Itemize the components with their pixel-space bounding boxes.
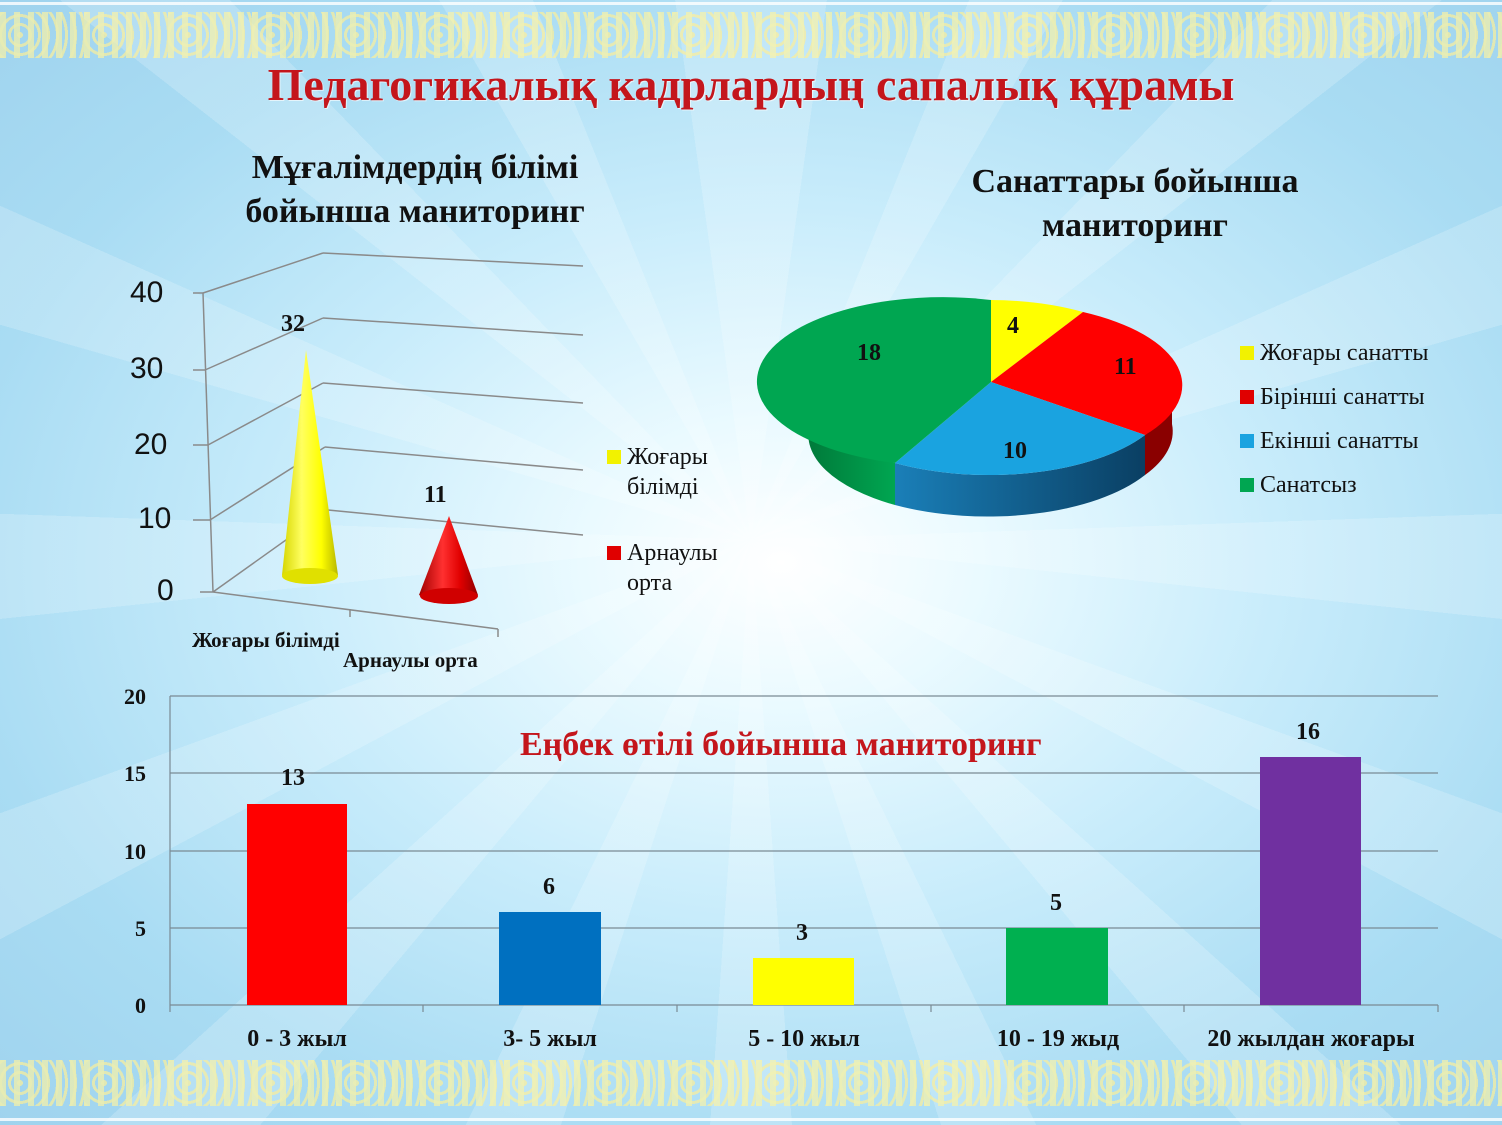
bar-10-19-years — [1006, 928, 1108, 1005]
slide-title: Педагогикалық кадрлардың сапалық құрамы — [267, 59, 1235, 110]
pie-slice-first — [991, 312, 1183, 435]
bar-5-10-years — [753, 958, 854, 1005]
pie-value-label: 4 — [1007, 313, 1019, 339]
x-category-label: 5 - 10 жыл — [748, 1026, 860, 1052]
cone-specialized-secondary — [419, 516, 478, 604]
bottom-frame-line — [0, 1118, 1502, 1121]
category-legend: Жоғары санатты Бірінші санатты Екінші са… — [1240, 338, 1428, 514]
bar-value-label: 5 — [1050, 890, 1062, 916]
x-category-label: 0 - 3 жыл — [247, 1026, 347, 1052]
education-chart-title: Мұғалімдердің білімі бойынша маниторинг — [245, 149, 585, 230]
cone-value-label: 32 — [281, 311, 305, 337]
y-tick-40: 40 — [130, 276, 164, 309]
cone-value-label: 11 — [424, 482, 447, 508]
x-category-label: 20 жылдан жоғары — [1207, 1026, 1415, 1052]
pie-value-label: 18 — [857, 340, 881, 366]
pie-slice-none — [756, 297, 991, 463]
bar-20-plus-years — [1260, 757, 1361, 1005]
legend-swatch-yellow — [607, 450, 621, 464]
pie-slice-highest — [991, 300, 1083, 382]
legend-item: Бірінші санатты — [1240, 382, 1428, 412]
x-category-label: Жоғары білімді — [192, 628, 340, 652]
experience-chart-title: Еңбек өтілі бойынша маниторинг — [520, 726, 1042, 763]
legend-item: Санатсыз — [1240, 470, 1428, 500]
bar-value-label: 3 — [796, 920, 808, 946]
y-tick-15: 15 — [124, 761, 146, 786]
pie-value-label: 10 — [1003, 438, 1027, 464]
legend-swatch-red — [607, 546, 621, 560]
x-category-label: Арнаулы орта — [343, 648, 478, 672]
legend-swatch-green — [1240, 478, 1254, 492]
bar-0-3-years — [247, 804, 347, 1005]
legend-swatch-red — [1240, 390, 1254, 404]
education-legend: Жоғары білімді Арнаулы орта — [607, 442, 718, 612]
x-category-label: 10 - 19 жыд — [996, 1026, 1120, 1052]
cone-higher-education — [282, 350, 338, 584]
legend-swatch-blue — [1240, 434, 1254, 448]
bar-3-5-years — [499, 912, 601, 1005]
pie-slice-second — [895, 382, 1145, 476]
top-frame-line — [0, 2, 1502, 5]
legend-item: Екінші санатты — [1240, 426, 1428, 456]
bar-value-label: 13 — [281, 765, 305, 791]
bar-value-label: 6 — [543, 874, 555, 900]
y-tick-30: 30 — [130, 352, 164, 385]
y-tick-20: 20 — [124, 684, 146, 709]
bar-value-label: 16 — [1296, 719, 1320, 745]
y-tick-5: 5 — [135, 916, 146, 941]
x-category-label: 3- 5 жыл — [503, 1026, 597, 1052]
category-chart-title: Санаттары бойынша маниторинг — [971, 163, 1299, 244]
legend-item: Арнаулы орта — [607, 538, 718, 598]
y-tick-10: 10 — [138, 502, 172, 535]
legend-swatch-yellow — [1240, 346, 1254, 360]
pie-value-label: 11 — [1114, 354, 1137, 380]
legend-item: Жоғары білімді — [607, 442, 718, 502]
legend-item: Жоғары санатты — [1240, 338, 1428, 368]
y-tick-10: 10 — [124, 839, 146, 864]
y-tick-0: 0 — [157, 574, 174, 607]
y-tick-0: 0 — [135, 993, 146, 1018]
y-tick-20: 20 — [134, 428, 168, 461]
